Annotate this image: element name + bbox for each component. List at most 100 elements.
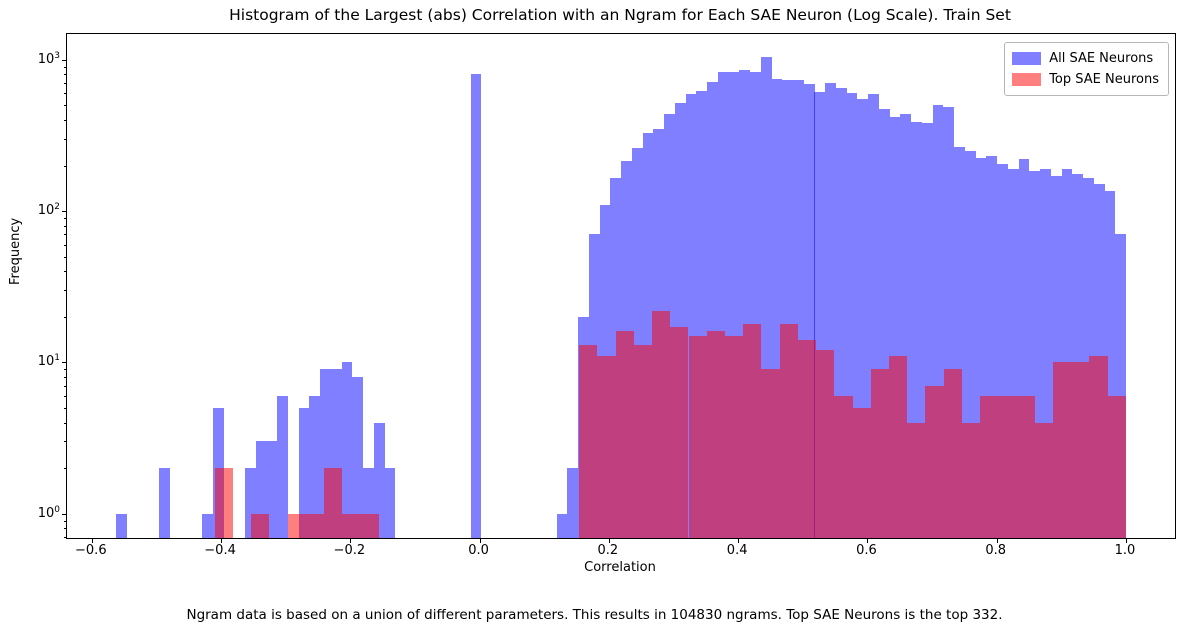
histogram-bar <box>835 87 847 538</box>
histogram-bar <box>1053 362 1072 538</box>
histogram-bar <box>1083 178 1094 538</box>
histogram-bar <box>1072 174 1084 538</box>
y-axis-minor-tick <box>64 395 67 397</box>
x-tick-label: 0.6 <box>856 543 877 558</box>
y-axis-minor-tick <box>64 105 67 107</box>
histogram-bar <box>728 72 740 538</box>
histogram-bar <box>330 369 342 538</box>
histogram-bar <box>852 407 871 538</box>
y-axis-minor-tick <box>64 217 67 219</box>
x-tick-label: 0.2 <box>597 543 619 558</box>
histogram-bar <box>1029 170 1041 538</box>
histogram-bar <box>1018 159 1030 538</box>
histogram-bar <box>964 150 976 538</box>
histogram-bar <box>567 468 579 538</box>
histogram-bar <box>1050 176 1062 538</box>
y-axis-minor-tick <box>64 537 67 539</box>
histogram-bar <box>363 468 374 538</box>
x-axis-tick <box>608 538 610 543</box>
y-axis-minor-tick <box>64 244 67 246</box>
histogram-bar <box>652 310 671 538</box>
histogram-bar <box>1071 362 1090 538</box>
histogram-bar <box>309 395 321 538</box>
x-tick-label: −0.2 <box>333 543 366 558</box>
plot-area: All SAE Neurons Top SAE Neurons <box>62 33 1176 543</box>
legend-entry-top-sae-neurons: Top SAE Neurons <box>1012 69 1159 90</box>
y-axis-minor-tick <box>64 225 67 227</box>
y-axis-minor-tick <box>64 316 67 318</box>
legend-label: All SAE Neurons <box>1049 51 1154 66</box>
y-tick-label: 100 <box>37 504 60 521</box>
histogram-bar <box>1107 395 1126 538</box>
y-axis-tick <box>62 59 67 61</box>
histogram-bar <box>797 340 817 538</box>
y-axis-minor-tick <box>64 138 67 140</box>
histogram-bar <box>814 92 826 538</box>
legend-entry-all-sae-neurons: All SAE Neurons <box>1012 48 1159 69</box>
histogram-bar <box>706 331 725 538</box>
histogram-bar <box>975 157 987 538</box>
histogram-bar <box>761 369 780 538</box>
histogram-bar <box>287 513 306 538</box>
histogram-bar <box>556 513 568 538</box>
x-tick-label: −0.6 <box>75 543 107 558</box>
histogram-bar <box>323 468 343 538</box>
histogram-bar <box>793 79 804 538</box>
histogram-bar <box>980 395 999 538</box>
y-tick-label: 101 <box>37 353 60 370</box>
histogram-bar <box>900 113 912 538</box>
y-axis-minor-tick <box>64 468 67 470</box>
y-axis-label: Frequency <box>8 217 23 285</box>
y-axis-minor-tick <box>64 520 67 522</box>
histogram-bar <box>1115 234 1127 538</box>
histogram-bar <box>889 356 908 538</box>
histogram-bar <box>341 362 353 538</box>
histogram-bar <box>266 441 278 538</box>
histogram-bar <box>688 335 707 538</box>
y-axis-minor-tick <box>64 165 67 167</box>
y-axis-minor-tick <box>64 66 67 68</box>
y-axis-minor-tick <box>64 234 67 236</box>
histogram-bar <box>998 395 1017 538</box>
histogram-bar <box>889 116 901 538</box>
histogram-bar <box>846 93 858 538</box>
histogram-bar <box>954 147 965 538</box>
histogram-bar <box>352 376 364 538</box>
histogram-bar <box>743 323 762 538</box>
histogram-bar <box>760 56 772 538</box>
histogram-bar <box>277 395 288 538</box>
histogram-bar <box>298 407 310 538</box>
x-tick-label: 0.0 <box>468 543 489 558</box>
x-tick-label: −0.4 <box>204 543 236 558</box>
y-axis-tick <box>62 211 67 213</box>
histogram-bar <box>911 121 922 538</box>
histogram-bar <box>986 156 998 538</box>
x-axis-label: Correlation <box>584 560 656 575</box>
histogram-bar <box>696 90 708 538</box>
histogram-bar <box>685 94 697 538</box>
y-axis-minor-tick <box>64 83 67 85</box>
x-tick-label: 1.0 <box>1114 543 1136 558</box>
histogram-bar <box>878 109 890 538</box>
histogram-bar <box>373 422 385 538</box>
histogram-bar <box>245 468 256 538</box>
histogram-bar <box>305 513 324 538</box>
histogram-bar <box>1104 191 1116 538</box>
histogram-bar <box>342 513 361 538</box>
histogram-bar <box>1016 395 1035 538</box>
y-axis-tick <box>62 362 67 364</box>
histogram-bar <box>925 385 944 538</box>
histogram-bar <box>202 513 213 538</box>
y-axis-minor-tick <box>64 271 67 273</box>
histogram-bar <box>597 356 616 538</box>
histogram-bar <box>816 350 835 538</box>
figure-caption: Ngram data is based on a union of differ… <box>186 607 1003 623</box>
histogram-bar <box>1034 422 1054 538</box>
y-axis-minor-tick <box>64 422 67 424</box>
histogram-bar <box>707 82 718 538</box>
histogram-bar <box>803 84 815 538</box>
y-axis-minor-tick <box>64 256 67 258</box>
histogram-bar <box>579 345 598 538</box>
histogram-bar <box>360 513 379 538</box>
